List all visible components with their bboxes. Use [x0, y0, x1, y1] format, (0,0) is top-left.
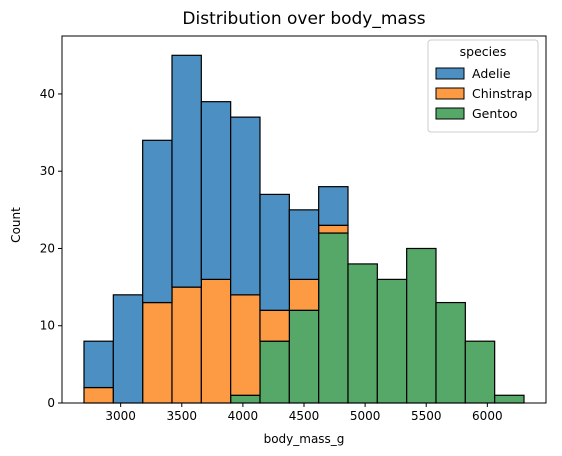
- bar-chinstrap-3: [171, 286, 202, 404]
- y-tick-label-10: 10: [40, 319, 55, 333]
- legend-title: species: [460, 44, 507, 59]
- bar-gentoo-5: [230, 394, 261, 404]
- bar-chinstrap-6: [259, 309, 290, 342]
- y-axis-ticks: 0 10 20 30 40: [40, 87, 62, 410]
- bar-chinstrap-2: [142, 301, 173, 404]
- x-tick-label-4000: 4000: [228, 409, 259, 423]
- x-tick-label-3500: 3500: [167, 409, 198, 423]
- bar-chinstrap-4: [200, 278, 232, 404]
- bar-gentoo-8: [318, 232, 349, 404]
- legend-label-gentoo: Gentoo: [472, 106, 518, 121]
- y-tick-label-40: 40: [40, 87, 55, 101]
- bar-gentoo-6: [259, 340, 290, 404]
- legend-label-adelie: Adelie: [472, 66, 511, 81]
- bar-adelie-0: [83, 340, 114, 389]
- y-tick-label-30: 30: [40, 164, 55, 178]
- bars-group: [83, 54, 525, 404]
- bar-gentoo-11: [406, 247, 437, 404]
- bar-gentoo-7: [288, 309, 320, 404]
- y-axis-label: Count: [9, 207, 23, 243]
- bar-adelie-3: [171, 54, 202, 288]
- x-tick-label-3000: 3000: [105, 409, 136, 423]
- bar-chinstrap-5: [230, 294, 261, 396]
- legend: species Adelie Chinstrap Gentoo: [427, 39, 539, 133]
- x-tick-label-6000: 6000: [472, 409, 503, 423]
- bar-gentoo-12: [435, 301, 466, 404]
- x-tick-label-5000: 5000: [350, 409, 381, 423]
- bar-gentoo-13: [464, 340, 496, 404]
- bar-chinstrap-8: [318, 224, 349, 234]
- bar-adelie-7: [288, 209, 320, 280]
- y-tick-label-20: 20: [40, 241, 55, 255]
- legend-swatch-gentoo: [435, 107, 465, 120]
- legend-swatch-adelie: [435, 67, 465, 80]
- chart-title: Distribution over body_mass: [182, 9, 425, 29]
- bar-adelie-1: [112, 294, 144, 404]
- legend-swatch-chinstrap: [435, 87, 465, 100]
- bar-chinstrap-0: [83, 386, 114, 404]
- bar-adelie-5: [230, 116, 261, 296]
- bar-gentoo-10: [376, 278, 408, 404]
- x-tick-label-4500: 4500: [289, 409, 320, 423]
- x-tick-label-5500: 5500: [411, 409, 442, 423]
- bar-gentoo-14: [494, 394, 525, 404]
- bar-adelie-2: [142, 139, 173, 304]
- bar-adelie-6: [259, 193, 290, 311]
- plot-frame: [61, 35, 547, 404]
- y-tick-label-0: 0: [47, 396, 55, 410]
- bar-adelie-4: [200, 101, 232, 280]
- x-axis-ticks: 3000 3500 4000 4500 5000 5500 6000: [105, 403, 503, 423]
- x-axis-label: body_mass_g: [264, 432, 345, 446]
- legend-label-chinstrap: Chinstrap: [472, 86, 532, 101]
- bar-chinstrap-7: [288, 278, 320, 311]
- bar-adelie-8: [318, 186, 349, 226]
- bar-gentoo-9: [347, 263, 378, 404]
